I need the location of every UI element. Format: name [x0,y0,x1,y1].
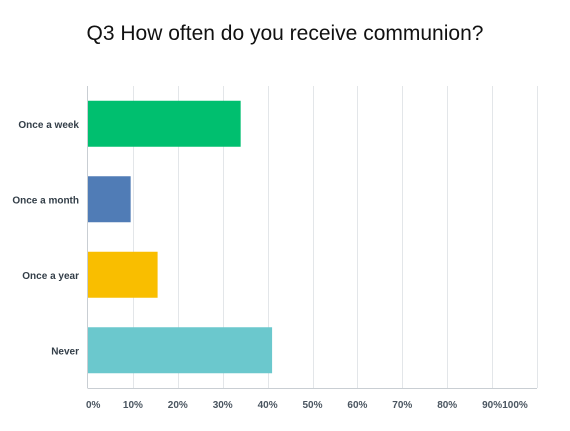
category-label: Once a week [18,120,79,131]
category-label: Once a month [12,195,79,206]
x-tick-label: 40% [258,400,278,411]
category-label: Never [51,346,79,357]
x-tick-labels: 0% 10% 20% 30% 40% 50% 60% 70% 80% 90% 100% [86,400,528,411]
chart-title: Q3 How often do you receive communion? [86,22,484,45]
category-labels: Once a week Once a month Once a year Never [12,120,79,358]
x-tick-label: 80% [437,400,457,411]
bar [88,176,131,223]
x-tick-label: 20% [168,400,188,411]
x-tick-label: 30% [213,400,233,411]
x-tick-label: 100% [502,400,528,411]
bar [88,251,158,298]
x-tick-label: 0% [86,400,101,411]
bars [88,100,273,374]
bar [88,100,241,147]
x-tick-label: 60% [347,400,367,411]
x-tick-label: 70% [392,400,412,411]
category-label: Once a year [22,271,79,282]
x-tick-label: 50% [302,400,322,411]
x-tick-label: 90% [482,400,502,411]
bar [88,327,273,374]
x-tick-label: 10% [123,400,143,411]
